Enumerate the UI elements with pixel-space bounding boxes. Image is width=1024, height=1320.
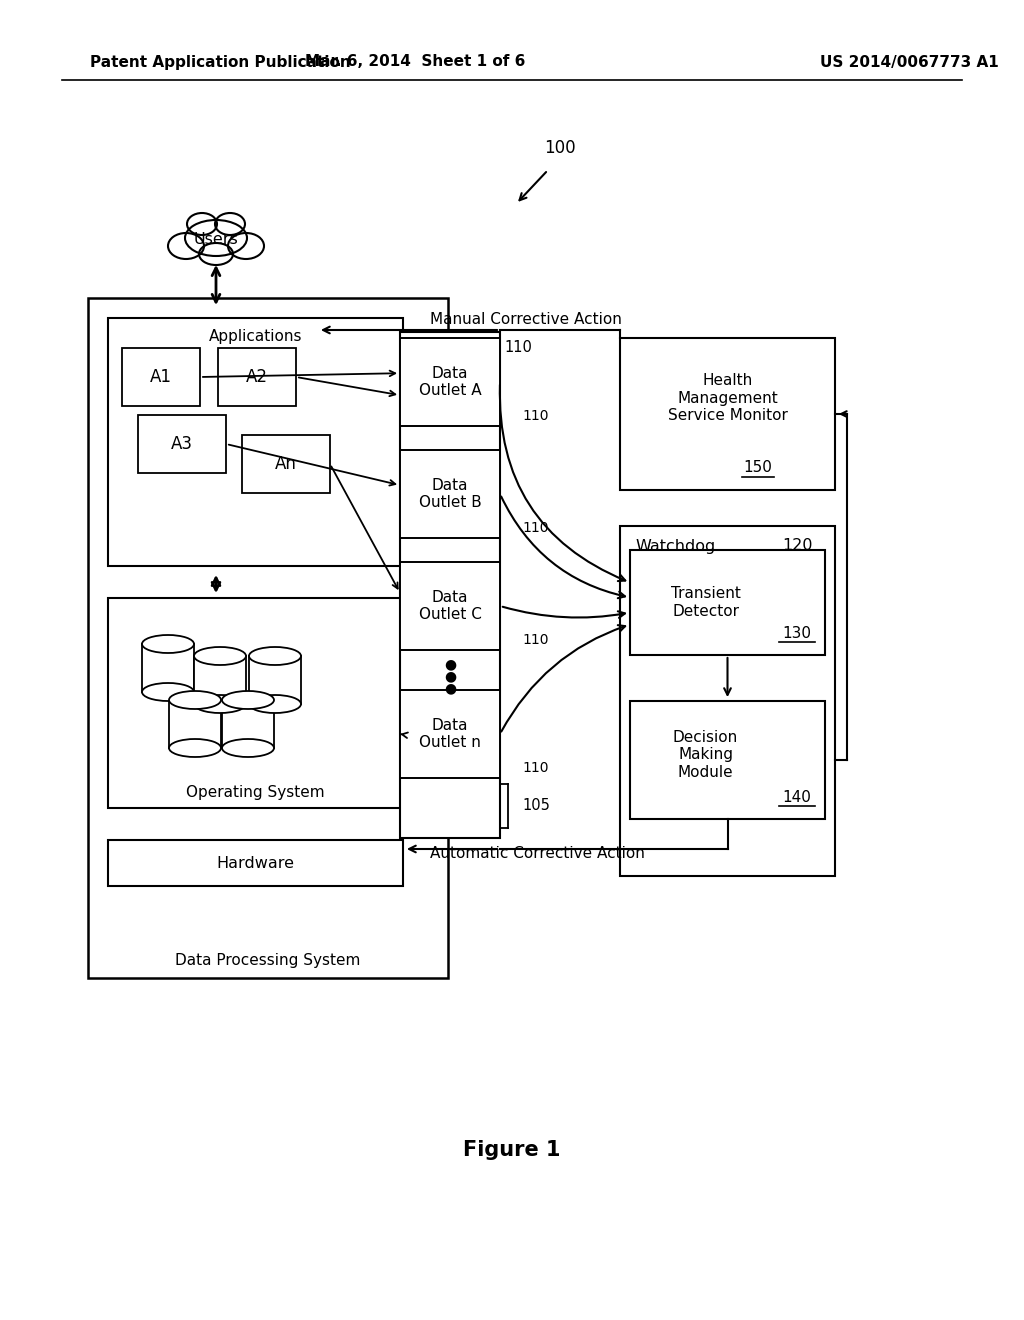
Ellipse shape xyxy=(169,690,221,709)
Text: ●: ● xyxy=(444,681,456,696)
Ellipse shape xyxy=(194,696,246,713)
Text: 130: 130 xyxy=(782,626,811,640)
Text: Decision
Making
Module: Decision Making Module xyxy=(673,730,738,780)
Text: Manual Corrective Action: Manual Corrective Action xyxy=(430,313,622,327)
Text: 120: 120 xyxy=(781,539,812,553)
Bar xyxy=(400,690,500,777)
Bar xyxy=(108,598,403,808)
Text: Users: Users xyxy=(194,232,239,248)
Text: 110: 110 xyxy=(522,634,549,647)
Ellipse shape xyxy=(185,220,247,256)
Ellipse shape xyxy=(249,647,301,665)
Ellipse shape xyxy=(169,739,221,756)
Bar xyxy=(620,525,835,876)
Bar xyxy=(142,644,194,692)
Text: Watchdog: Watchdog xyxy=(636,539,716,553)
Text: Mar. 6, 2014  Sheet 1 of 6: Mar. 6, 2014 Sheet 1 of 6 xyxy=(305,54,525,70)
Text: ●: ● xyxy=(444,657,456,671)
Text: Health
Management
Service Monitor: Health Management Service Monitor xyxy=(668,374,787,422)
Bar xyxy=(108,840,403,886)
Bar xyxy=(194,656,246,704)
Text: 100: 100 xyxy=(544,139,575,157)
Text: 110: 110 xyxy=(504,341,531,355)
Text: Data
Outlet B: Data Outlet B xyxy=(419,478,481,511)
Text: Data
Outlet A: Data Outlet A xyxy=(419,366,481,399)
Ellipse shape xyxy=(142,682,194,701)
Text: Hardware: Hardware xyxy=(216,855,295,870)
Text: ●: ● xyxy=(444,669,456,682)
Text: Data
Outlet n: Data Outlet n xyxy=(419,718,481,750)
FancyArrowPatch shape xyxy=(500,385,626,581)
Text: An: An xyxy=(275,455,297,473)
Ellipse shape xyxy=(199,243,233,265)
Bar xyxy=(249,656,301,704)
Text: 110: 110 xyxy=(522,521,549,535)
Text: 110: 110 xyxy=(522,409,549,422)
Ellipse shape xyxy=(168,234,204,259)
Bar xyxy=(630,701,825,818)
Text: Figure 1: Figure 1 xyxy=(463,1140,561,1160)
Bar xyxy=(400,450,500,539)
Ellipse shape xyxy=(222,690,274,709)
Text: Patent Application Publication: Patent Application Publication xyxy=(90,54,351,70)
FancyArrowPatch shape xyxy=(503,607,625,618)
Text: 150: 150 xyxy=(743,461,772,475)
Text: Operating System: Operating System xyxy=(186,784,325,800)
Bar xyxy=(169,700,221,748)
Ellipse shape xyxy=(228,234,264,259)
Bar xyxy=(122,348,200,407)
Text: A2: A2 xyxy=(246,368,268,385)
Bar xyxy=(400,338,500,426)
Bar xyxy=(108,318,403,566)
Text: Data Processing System: Data Processing System xyxy=(175,953,360,968)
Text: 140: 140 xyxy=(782,789,811,804)
Text: 105: 105 xyxy=(522,799,550,813)
Bar xyxy=(242,436,330,492)
Bar xyxy=(222,700,274,748)
Text: US 2014/0067773 A1: US 2014/0067773 A1 xyxy=(820,54,998,70)
Bar xyxy=(620,338,835,490)
Ellipse shape xyxy=(222,739,274,756)
Bar xyxy=(218,348,296,407)
Bar xyxy=(400,333,500,838)
Bar xyxy=(630,550,825,655)
Text: Data
Outlet C: Data Outlet C xyxy=(419,590,481,622)
Bar xyxy=(138,414,226,473)
Text: Automatic Corrective Action: Automatic Corrective Action xyxy=(430,846,645,862)
Text: Applications: Applications xyxy=(209,329,302,343)
Text: A1: A1 xyxy=(150,368,172,385)
Ellipse shape xyxy=(187,213,217,235)
Ellipse shape xyxy=(194,647,246,665)
Text: 110: 110 xyxy=(522,762,549,775)
Ellipse shape xyxy=(249,696,301,713)
Bar xyxy=(400,562,500,649)
FancyArrowPatch shape xyxy=(501,496,625,598)
Text: Transient
Detector: Transient Detector xyxy=(671,586,740,619)
Ellipse shape xyxy=(142,635,194,653)
Bar xyxy=(88,298,449,978)
FancyArrowPatch shape xyxy=(502,626,626,731)
Text: A3: A3 xyxy=(171,436,193,453)
Ellipse shape xyxy=(215,213,245,235)
